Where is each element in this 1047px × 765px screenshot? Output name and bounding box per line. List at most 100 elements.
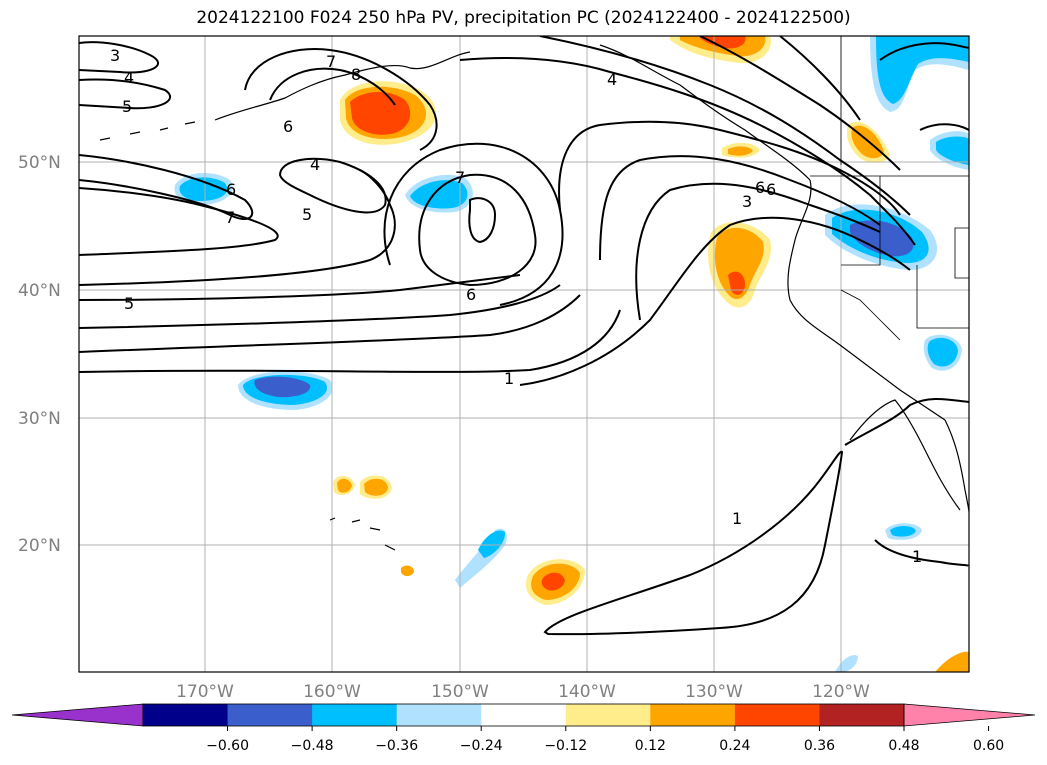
colorbar-segments (143, 704, 905, 726)
pv-contour (418, 173, 537, 287)
contour-label: 6 (466, 285, 476, 304)
lat-label-40n: 40°N (18, 281, 61, 301)
colorbar-extend-left (11, 703, 144, 727)
pv-contour (383, 142, 564, 306)
precip-negative-region (876, 36, 969, 104)
contour-label: 1 (732, 509, 742, 528)
colorbar-tick-label: 0.48 (888, 738, 919, 754)
pv-contour (635, 182, 881, 321)
state-border (840, 289, 901, 341)
colorbar-tick-label: 0.60 (973, 738, 1004, 754)
contour-label: 5 (122, 97, 132, 116)
colorbar-segment (481, 704, 567, 726)
pv-contour (244, 48, 438, 151)
pv-contour (79, 187, 279, 256)
colorbar-segment (650, 704, 736, 726)
colorbar-segment (312, 704, 398, 726)
lon-label-160w: 160°W (303, 682, 361, 702)
lon-label-170w: 170°W (176, 682, 234, 702)
colorbar-tick-label: −0.24 (460, 738, 503, 754)
pv-contour (269, 67, 396, 106)
precip-positive-region (700, 36, 746, 49)
pv-contour (519, 216, 911, 386)
precip-negative-region (850, 220, 914, 257)
lon-label-140w: 140°W (558, 682, 616, 702)
pv-contour (874, 539, 969, 567)
pv-contour (539, 36, 911, 216)
pv-contour (278, 157, 387, 214)
colorbar-tick-label: −0.36 (375, 738, 418, 754)
plot-area (79, 36, 969, 672)
precip-positive-region (728, 271, 745, 295)
pv-contours (79, 36, 969, 636)
colorbar-extend-right (903, 703, 1036, 727)
pv-contour (79, 41, 159, 74)
contour-label: 1 (504, 369, 514, 388)
border (954, 227, 969, 279)
pv-contour (599, 155, 881, 261)
lon-label-150w: 150°W (431, 682, 489, 702)
map-title: 2024122100 F024 250 hPa PV, precipitatio… (196, 8, 851, 28)
colorbar-segment (819, 704, 905, 726)
contour-label: 6 (226, 180, 236, 199)
alaska-panhandle-coast (599, 44, 811, 181)
pv-contour (459, 57, 916, 246)
precip-negative-region (478, 530, 506, 558)
plot-frame (78, 35, 970, 673)
coastlines (99, 44, 969, 551)
pv-contour (79, 284, 561, 329)
pv-contour (779, 36, 861, 121)
contour-label: 1 (912, 547, 922, 566)
precip-negative-region (410, 180, 468, 209)
colorbar-segment (565, 704, 651, 726)
colorbar-tick-label: 0.12 (635, 738, 666, 754)
colorbar: −0.60 −0.48 −0.36 −0.24 −0.12 0.12 0.24 0.36 0.4… (11, 703, 1036, 754)
contour-label: 6 (766, 180, 776, 199)
precip-anomaly-fills (174, 36, 969, 672)
colorbar-segment (396, 704, 482, 726)
contour-label: 3 (110, 46, 120, 65)
lat-axis-labels: 50°N 40°N 30°N 20°N (18, 153, 61, 556)
lat-label-20n: 20°N (18, 536, 61, 556)
precip-positive-region (364, 478, 388, 496)
precip-negative-region (927, 337, 958, 367)
colorbar-frame (142, 703, 905, 727)
political-borders (810, 36, 969, 341)
colorbar-tick-label: −0.60 (206, 738, 249, 754)
pv-contour (79, 274, 521, 301)
colorbar-segment (143, 704, 229, 726)
alaska-coast (214, 51, 471, 121)
pv-contour (543, 450, 844, 636)
lon-label-120w: 120°W (812, 682, 870, 702)
precip-positive-region (728, 146, 753, 156)
pv-contour (79, 78, 172, 110)
bc-coast (787, 179, 946, 421)
colorbar-tick-label: −0.48 (291, 738, 334, 754)
precip-positive-region (337, 478, 352, 493)
aleutian-islands (99, 121, 196, 141)
precip-positive-region (714, 227, 764, 300)
pv-contour (699, 36, 901, 171)
pv-contour (468, 197, 497, 244)
contour-label: 7 (455, 168, 465, 187)
pv-contour (79, 154, 254, 220)
contour-label: 7 (326, 52, 336, 71)
lat-label-30n: 30°N (18, 409, 61, 429)
contour-label: 3 (742, 192, 752, 211)
baja-peninsula (849, 399, 961, 511)
colorbar-tick-label: −0.12 (544, 738, 587, 754)
colorbar-tick-label: 0.36 (804, 738, 835, 754)
pv-contour (844, 398, 969, 446)
border (916, 265, 969, 329)
pv-contour (558, 120, 901, 216)
colorbar-tick-label: 0.24 (719, 738, 750, 754)
precip-positive-region (541, 572, 565, 591)
contour-label: 4 (310, 155, 320, 174)
contour-label: 6 (283, 117, 293, 136)
lon-axis-labels: 170°W 160°W 150°W 140°W 130°W 120°W (176, 682, 870, 702)
colorbar-segment (227, 704, 313, 726)
contour-labels: 3 4 5 6 7 8 6 4 5 6 7 7 5 6 4 3 6 1 1 1 (110, 46, 922, 566)
contour-label: 5 (124, 294, 134, 313)
contour-label: 8 (351, 65, 361, 84)
precip-negative-region (936, 136, 969, 165)
